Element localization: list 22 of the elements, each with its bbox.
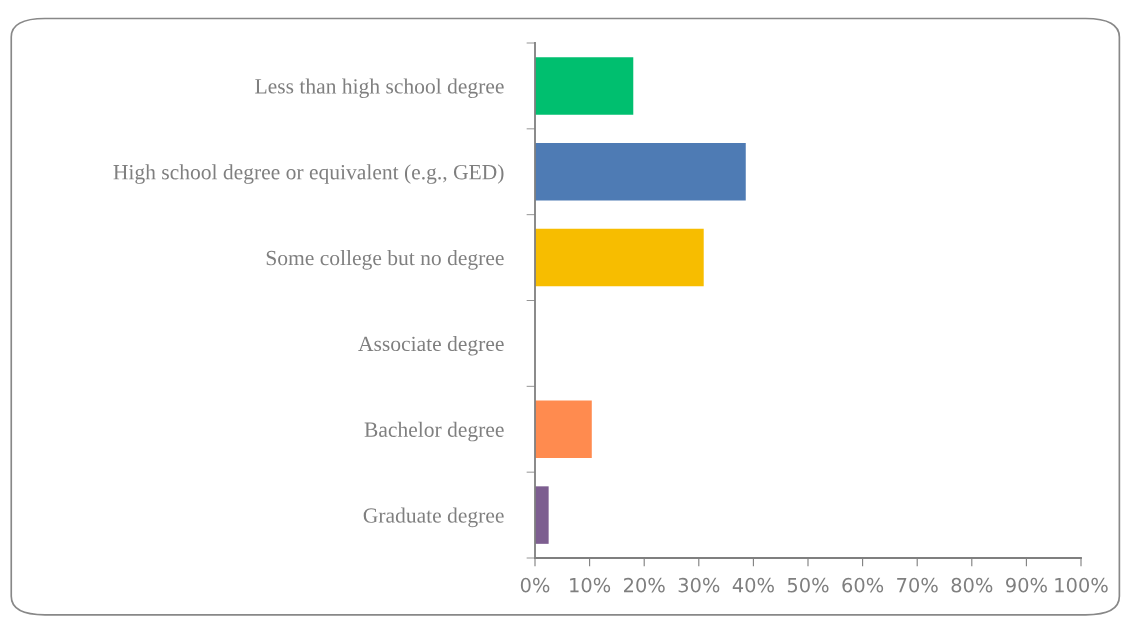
bar (535, 57, 634, 115)
x-tick-label: 80% (951, 577, 993, 593)
bar (535, 228, 704, 287)
x-tick-label: 100% (1055, 577, 1108, 593)
x-tick-label: 20% (624, 577, 665, 593)
x-tick-label: 0% (520, 577, 550, 593)
x-tick-label: 50% (787, 577, 829, 593)
x-tick-label: 90% (1006, 577, 1047, 593)
x-tick-label: 10% (570, 577, 611, 593)
y-tick-label: Associate degree (358, 335, 504, 356)
y-tick-label: Graduate degree (363, 507, 504, 528)
y-tick-label: Less than high school degree (255, 78, 504, 99)
bar (535, 486, 549, 544)
y-tick-label: Bachelor degree (364, 421, 504, 442)
x-tick-label: 70% (897, 577, 938, 593)
x-tick-label: 40% (732, 577, 774, 593)
bar (535, 400, 592, 458)
bar (535, 143, 746, 201)
x-tick-label: 30% (678, 577, 720, 593)
x-tick-label: 60% (842, 577, 884, 593)
y-tick-label: Some college but no degree (266, 250, 504, 270)
y-tick-label: High school degree or equivalent (e.g., GED) (113, 164, 504, 184)
